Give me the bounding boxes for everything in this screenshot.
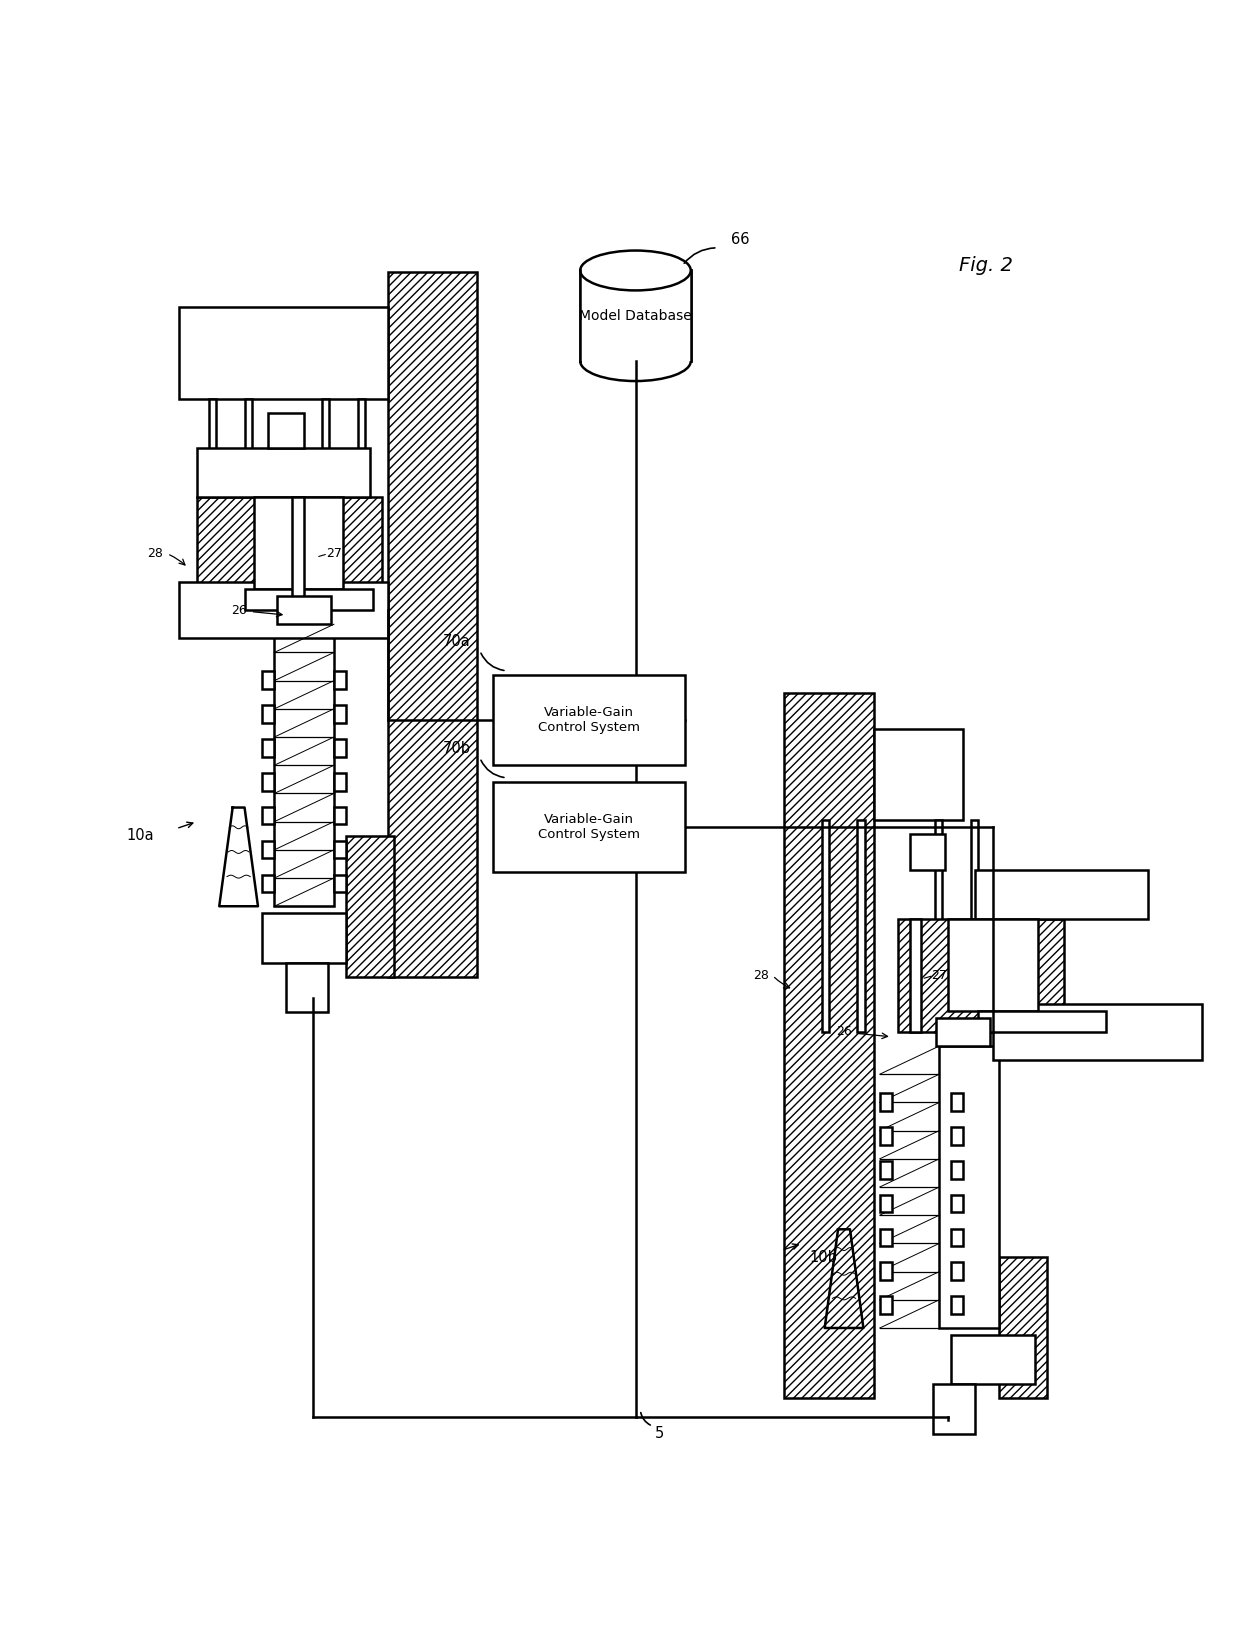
Bar	[910, 834, 945, 870]
Bar	[286, 963, 327, 1012]
Bar	[951, 1336, 1034, 1385]
Bar	[197, 497, 293, 610]
Bar	[975, 870, 1148, 919]
Bar	[278, 597, 331, 625]
Bar	[880, 1094, 892, 1110]
Bar	[346, 835, 393, 976]
Bar	[263, 672, 274, 688]
Bar	[910, 919, 921, 1032]
Text: Variable-Gain
Control System: Variable-Gain Control System	[538, 706, 640, 734]
Bar	[263, 875, 274, 893]
Bar	[263, 914, 346, 963]
Bar	[580, 270, 691, 361]
Bar	[263, 806, 274, 824]
Bar	[388, 271, 477, 976]
Bar	[304, 497, 382, 610]
Bar	[951, 1262, 963, 1280]
Bar	[494, 782, 686, 871]
Bar	[322, 399, 330, 610]
Bar	[874, 729, 963, 821]
Bar	[951, 1297, 963, 1315]
Text: 10b: 10b	[808, 1251, 837, 1265]
Bar	[951, 1228, 963, 1246]
Bar	[197, 448, 370, 497]
Bar	[334, 875, 346, 893]
Bar	[898, 919, 993, 1032]
Bar	[880, 1297, 892, 1315]
Bar	[334, 806, 346, 824]
Bar	[785, 693, 874, 1398]
Bar	[993, 1004, 1202, 1059]
Bar	[857, 821, 864, 1032]
Bar	[951, 1127, 963, 1144]
Text: 28: 28	[148, 548, 164, 561]
Text: 70a: 70a	[443, 634, 471, 649]
Bar	[978, 1010, 1106, 1032]
Bar	[822, 821, 830, 1032]
Bar	[263, 773, 274, 791]
Text: Model Database: Model Database	[579, 309, 692, 322]
Bar	[940, 1046, 999, 1328]
Bar	[936, 1019, 990, 1046]
Bar	[935, 821, 942, 1032]
Bar	[971, 821, 978, 1032]
Text: 26: 26	[836, 1025, 852, 1038]
Text: 10a: 10a	[126, 829, 155, 844]
Bar	[880, 1195, 892, 1213]
Text: 27: 27	[326, 548, 342, 561]
Text: 26: 26	[231, 603, 247, 616]
Bar	[208, 399, 216, 610]
Bar	[334, 705, 346, 723]
Text: 5: 5	[655, 1426, 665, 1440]
Bar	[334, 773, 346, 791]
Bar	[179, 307, 388, 399]
Bar	[880, 1262, 892, 1280]
Bar	[268, 412, 304, 448]
Bar	[951, 1161, 963, 1179]
Bar	[951, 1195, 963, 1213]
Text: 66: 66	[732, 232, 750, 247]
Bar	[880, 1127, 892, 1144]
Bar	[949, 919, 1038, 1010]
Bar	[263, 840, 274, 858]
Bar	[880, 1228, 892, 1246]
Text: Variable-Gain
Control System: Variable-Gain Control System	[538, 813, 640, 840]
Bar	[358, 399, 366, 610]
Bar	[253, 497, 343, 589]
Bar	[880, 1161, 892, 1179]
Bar	[244, 399, 252, 610]
Text: 28: 28	[753, 970, 769, 983]
Bar	[334, 739, 346, 757]
Text: 70b: 70b	[443, 741, 471, 757]
Ellipse shape	[580, 250, 691, 291]
Bar	[494, 675, 686, 765]
Bar	[263, 739, 274, 757]
Bar	[274, 625, 334, 906]
Bar	[263, 705, 274, 723]
Text: 27: 27	[931, 970, 947, 983]
Bar	[951, 1094, 963, 1110]
Bar	[987, 919, 1064, 1032]
Bar	[244, 589, 373, 610]
Bar	[334, 672, 346, 688]
Bar	[999, 1257, 1047, 1398]
Bar	[293, 497, 304, 610]
Bar	[334, 840, 346, 858]
Text: Fig. 2: Fig. 2	[960, 257, 1013, 275]
Bar	[934, 1385, 975, 1434]
Bar	[179, 582, 388, 638]
